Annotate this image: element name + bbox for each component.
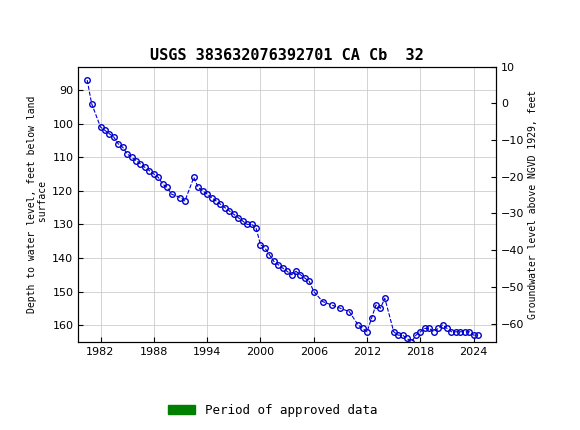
Bar <box>163 347 216 353</box>
Text: USGS: USGS <box>28 13 75 32</box>
Bar <box>334 347 337 353</box>
Bar <box>354 347 367 353</box>
Text: ▒: ▒ <box>7 10 20 35</box>
Bar <box>436 347 451 353</box>
Bar <box>327 347 332 353</box>
Bar <box>456 347 483 353</box>
Legend: Period of approved data: Period of approved data <box>162 399 383 421</box>
Bar <box>219 347 325 353</box>
Y-axis label: Depth to water level, feet below land
 surface: Depth to water level, feet below land su… <box>27 95 48 313</box>
Y-axis label: Groundwater level above NGVD 1929, feet: Groundwater level above NGVD 1929, feet <box>528 90 538 319</box>
Title: USGS 383632076392701 CA Cb  32: USGS 383632076392701 CA Cb 32 <box>150 48 424 63</box>
Bar <box>407 347 434 353</box>
Bar <box>100 347 158 353</box>
Bar <box>380 347 403 353</box>
Bar <box>85 347 89 353</box>
Bar <box>95 347 98 353</box>
